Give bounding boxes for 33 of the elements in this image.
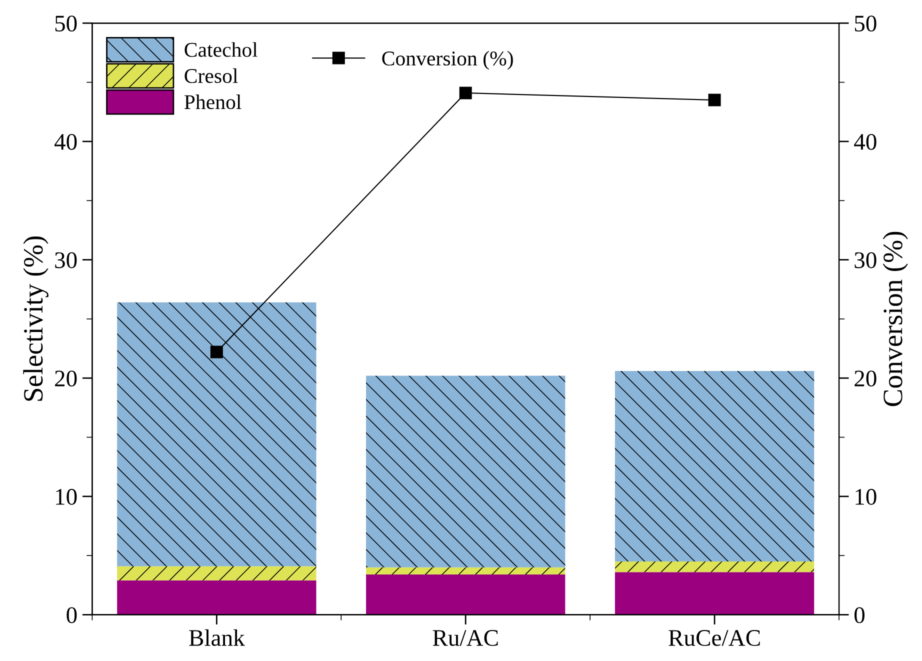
bar: [366, 567, 566, 574]
y2-axis-title: Conversion (%): [882, 232, 908, 406]
y-tick-label: 20: [55, 370, 77, 387]
bar: [614, 370, 814, 562]
y-tick-label: 10: [56, 488, 77, 505]
y2-tick-label: 10: [856, 488, 876, 505]
y-tick-label: 0: [66, 607, 77, 624]
bar: [117, 566, 316, 580]
point: [210, 346, 223, 358]
x-tick-label: Ru/AC: [432, 630, 498, 646]
bar: [117, 302, 316, 566]
y2-tick-label: 0: [854, 607, 865, 624]
y2-tick-label: 50: [854, 16, 876, 32]
y2-tick-label: 30: [854, 252, 876, 268]
legend-label: Catechol: [184, 42, 258, 57]
point: [708, 94, 721, 106]
y2-tick-label: 20: [854, 370, 876, 387]
bar: [366, 376, 566, 568]
y-axis-title: Selectivity (%): [23, 236, 48, 401]
y-tick-label: 40: [54, 134, 77, 150]
bar: [614, 561, 814, 572]
y-tick-label: 50: [55, 16, 77, 32]
bar: [117, 580, 316, 615]
legend-label: Cresol: [184, 68, 238, 84]
y-tick-label: 30: [55, 252, 77, 268]
x-tick-label: Blank: [189, 629, 245, 646]
bar: [366, 574, 566, 615]
legend-label: Phenol: [184, 94, 242, 110]
bar: [614, 572, 814, 615]
legend-label: Conversion (%): [382, 50, 513, 70]
point: [459, 86, 472, 100]
x-tick-label: RuCe/AC: [668, 630, 760, 646]
y2-tick-label: 40: [854, 134, 876, 150]
